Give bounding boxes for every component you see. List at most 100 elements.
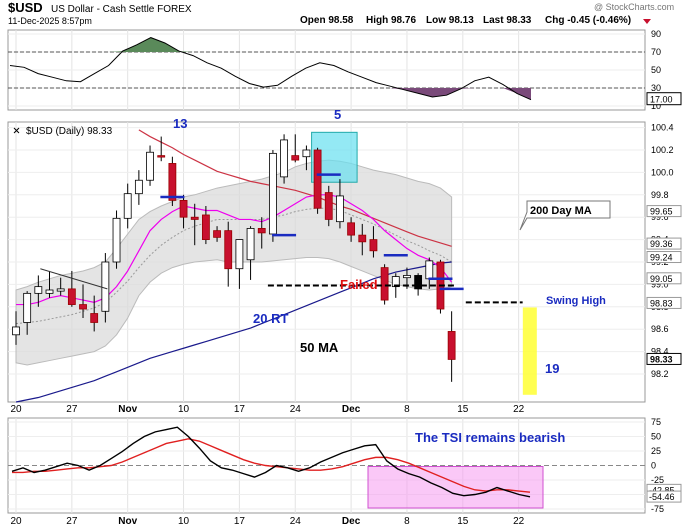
candle-body: [324, 192, 333, 220]
annotation-swing-high: Swing High: [546, 295, 606, 307]
candle-body: [34, 286, 43, 294]
candle-body: [291, 155, 300, 161]
high-value: High 98.76: [366, 15, 416, 26]
tsi-annotation: The TSI remains bearish: [415, 430, 565, 445]
annotation-19: 19: [545, 361, 559, 376]
rsi-line: [9, 37, 532, 101]
price-tick-label: 98.2: [651, 369, 669, 379]
price-tick-label: 99.6: [651, 212, 669, 222]
x-tick-label: Nov: [118, 516, 137, 527]
candle-body: [123, 193, 132, 219]
rsi-overbought-fill: [10, 37, 531, 52]
candle-body: [45, 289, 54, 294]
annotation-20-rt: 20 RT: [253, 311, 288, 326]
down-arrow-icon: [643, 19, 651, 24]
candle-body: [447, 331, 456, 360]
candle-body: [168, 163, 177, 201]
price-tick-label: 99.8: [651, 190, 669, 200]
rsi-tick-label: 50: [651, 65, 661, 75]
price-tag: [646, 272, 682, 285]
price-tag: [646, 296, 682, 309]
tsi-line: [11, 426, 531, 498]
rsi-oversold-fill: [10, 88, 531, 100]
x-tick-label: 22: [513, 404, 525, 415]
annotation-failed: Failed: [340, 277, 378, 292]
candle-body: [179, 199, 188, 218]
candle-body: [313, 149, 322, 209]
price-tag: [646, 251, 682, 264]
price-tag-label: 99.65: [650, 207, 673, 217]
x-tick-label: Dec: [342, 404, 361, 415]
annotation-5: 5: [334, 107, 341, 122]
tsi-highlight-box: [367, 466, 544, 509]
candle-body: [369, 239, 378, 252]
candle-body: [302, 149, 311, 158]
close-icon: [13, 127, 20, 134]
price-tick-label: 100.4: [651, 123, 674, 133]
price-tick-label: 100.0: [651, 167, 674, 177]
ma200-line: [138, 129, 452, 247]
x-tick-label: 20: [10, 516, 22, 527]
quote-date: 11-Dec-2025 8:57pm: [8, 16, 92, 26]
candle-body: [201, 214, 210, 241]
candle-body: [358, 234, 367, 243]
price-chart-title: $USD (Daily) 98.33: [26, 126, 113, 137]
candle-body: [380, 267, 389, 301]
price-tick-label: 98.4: [651, 347, 669, 357]
candle-body: [12, 326, 20, 336]
price-tag-label: 99.05: [650, 274, 673, 284]
current-bar-highlight: [522, 307, 537, 395]
low-value: Low 98.13: [426, 15, 474, 26]
candle-body: [112, 217, 121, 263]
candle-body: [257, 227, 266, 234]
bollinger-band: [15, 159, 453, 366]
candle-body: [67, 288, 76, 305]
x-tick-label: Dec: [342, 516, 361, 527]
candle-body: [79, 304, 87, 310]
x-tick-label: 20: [10, 404, 22, 415]
candle-body: [157, 155, 166, 158]
ma200-callout: [519, 200, 611, 231]
candle-body: [23, 292, 32, 323]
rsi-tick-label: 30: [651, 83, 661, 93]
ma50-line: [15, 261, 452, 403]
x-tick-label: 27: [66, 516, 78, 527]
candle-body: [101, 261, 110, 312]
candle-body: [146, 151, 154, 181]
watermark: @ StockCharts.com: [594, 2, 674, 12]
x-tick-label: 15: [457, 404, 469, 415]
candle-body: [347, 222, 356, 236]
tsi-tick-label: -75: [651, 504, 664, 514]
ma20-line: [16, 194, 453, 306]
price-tag: [646, 205, 682, 218]
rsi-last-value: 17.00: [650, 95, 673, 105]
x-tick-label: 17: [234, 516, 246, 527]
candle-body: [269, 152, 277, 235]
x-tick-label: 10: [178, 404, 190, 415]
tsi-tag-label: -54.46: [649, 492, 675, 502]
instrument-name: US Dollar - Cash Settle FOREX: [51, 4, 192, 15]
x-tick-label: Nov: [118, 404, 137, 415]
x-tick-label: 24: [290, 516, 302, 527]
rsi-tick-label: 70: [651, 47, 661, 57]
candle-body: [56, 288, 65, 292]
candle-body: [414, 275, 423, 290]
price-tag-label: 99.24: [650, 253, 673, 263]
tsi-tag-label: -42.85: [649, 485, 675, 495]
candle-body: [213, 230, 221, 238]
candle-body: [425, 260, 434, 280]
rsi-last-tag: [646, 92, 682, 106]
tsi-tag: [646, 490, 682, 503]
price-tag-label: 98.83: [650, 298, 673, 308]
price-tag: [646, 237, 682, 250]
symbol: $USD: [8, 0, 43, 15]
candle-body: [391, 276, 400, 288]
candle-body: [403, 275, 411, 279]
price-tag-label: 99.36: [650, 239, 673, 249]
x-tick-label: 24: [290, 404, 302, 415]
rsi-tick-label: 10: [651, 101, 661, 111]
x-tick-label: 10: [178, 516, 190, 527]
price-tick-label: 99.0: [651, 279, 669, 289]
price-tag-label: 98.33: [650, 354, 673, 364]
